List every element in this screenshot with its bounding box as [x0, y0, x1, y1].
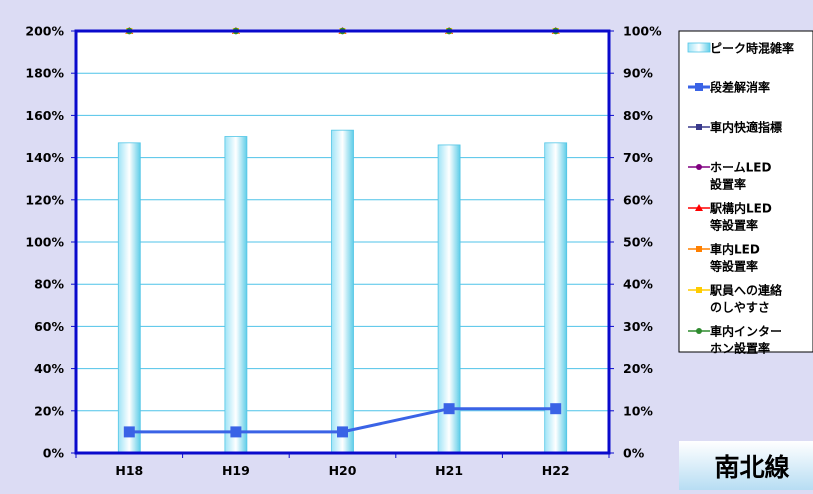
y-right-tick-label: 40%	[623, 277, 653, 292]
legend-marker-車内インターホン設置率	[696, 328, 702, 334]
y-right-tick-label: 70%	[623, 150, 653, 165]
y-right-tick-label: 20%	[623, 361, 653, 376]
legend-label-駅構内LED等設置率: 駅構内LED	[709, 201, 772, 216]
y-left-tick-label: 100%	[25, 235, 64, 250]
legend-label-ホームLED設置率: ホームLED	[710, 161, 771, 175]
legend-label-段差解消率: 段差解消率	[710, 80, 770, 95]
legend-marker-段差解消率	[695, 83, 703, 91]
x-tick-label: H20	[329, 463, 357, 478]
y-right-tick-label: 50%	[623, 235, 653, 250]
y-left-tick-label: 60%	[34, 319, 64, 334]
plot-area-group	[76, 27, 609, 454]
legend-marker-ホームLED設置率	[696, 164, 702, 170]
y-left-tick-label: 140%	[25, 150, 64, 165]
point-段差解消率	[123, 426, 135, 438]
axes-group: 0% 20% 40% 60% 80% 100% 120% 140% 160% 180% 200% 0%…	[25, 24, 662, 479]
legend-marker-車内LED等設置率	[696, 246, 702, 252]
y-right-tick-label: 80%	[623, 108, 653, 123]
bar-ピーク時混雑率	[117, 142, 141, 454]
chart-title: 南北線	[714, 453, 789, 482]
y-right-tick-label: 0%	[623, 446, 645, 461]
x-tick-label: H21	[435, 463, 463, 478]
legend-marker-駅員への連絡のしやすさ	[696, 287, 702, 293]
y-left-tick-label: 80%	[34, 277, 64, 292]
point-段差解消率	[443, 403, 455, 415]
legend-label-ホームLED設置率: 設置率	[710, 177, 746, 192]
legend-label-車内インターホン設置率: ホン設置率	[710, 341, 770, 356]
legend-marker-車内快適指標	[696, 124, 702, 130]
legend-label-車内LED等設置率: 等設置率	[709, 259, 758, 274]
point-段差解消率	[337, 426, 348, 438]
legend-marker-駅構内LED等設置率	[695, 204, 703, 211]
y-right-tick-label: 30%	[623, 319, 653, 334]
y-left-tick-label: 160%	[25, 108, 64, 123]
title-group: 南北線	[679, 441, 813, 490]
legend-group: ピーク時混雑率段差解消率車内快適指標ホームLED設置率駅構内LED等設置率車内L…	[678, 30, 813, 356]
legend-label-駅員への連絡のしやすさ: 駅員への連絡	[709, 283, 783, 298]
x-tick-label: H19	[222, 463, 250, 478]
legend-label-車内LED等設置率: 車内LED	[710, 242, 760, 257]
legend-label-駅構内LED等設置率: 等設置率	[709, 218, 758, 233]
legend-label-駅員への連絡のしやすさ: のしやすさ	[710, 301, 770, 315]
legend-label-ピーク時混雑率: ピーク時混雑率	[710, 41, 794, 56]
point-段差解消率	[230, 426, 242, 438]
x-tick-label: H22	[542, 463, 570, 478]
bar-ピーク時混雑率	[331, 129, 354, 454]
y-left-tick-label: 0%	[43, 446, 65, 461]
y-right-tick-label: 10%	[623, 403, 653, 418]
legend-swatch-ピーク時混雑率	[687, 42, 711, 53]
y-left-tick-label: 180%	[25, 66, 64, 81]
bar-ピーク時混雑率	[224, 136, 248, 454]
y-left-tick-label: 200%	[25, 24, 64, 39]
y-right-tick-label: 60%	[623, 192, 653, 207]
y-left-tick-label: 40%	[34, 361, 64, 376]
y-right-tick-label: 90%	[623, 66, 653, 81]
point-段差解消率	[550, 403, 562, 415]
x-tick-label: H18	[115, 463, 143, 478]
legend-label-車内インターホン設置率: 車内インター	[710, 324, 782, 339]
legend-label-車内快適指標: 車内快適指標	[710, 120, 782, 135]
y-right-tick-label: 100%	[623, 24, 662, 39]
y-left-tick-label: 20%	[34, 403, 64, 418]
title-box	[679, 441, 813, 490]
y-left-tick-label: 120%	[25, 192, 64, 207]
